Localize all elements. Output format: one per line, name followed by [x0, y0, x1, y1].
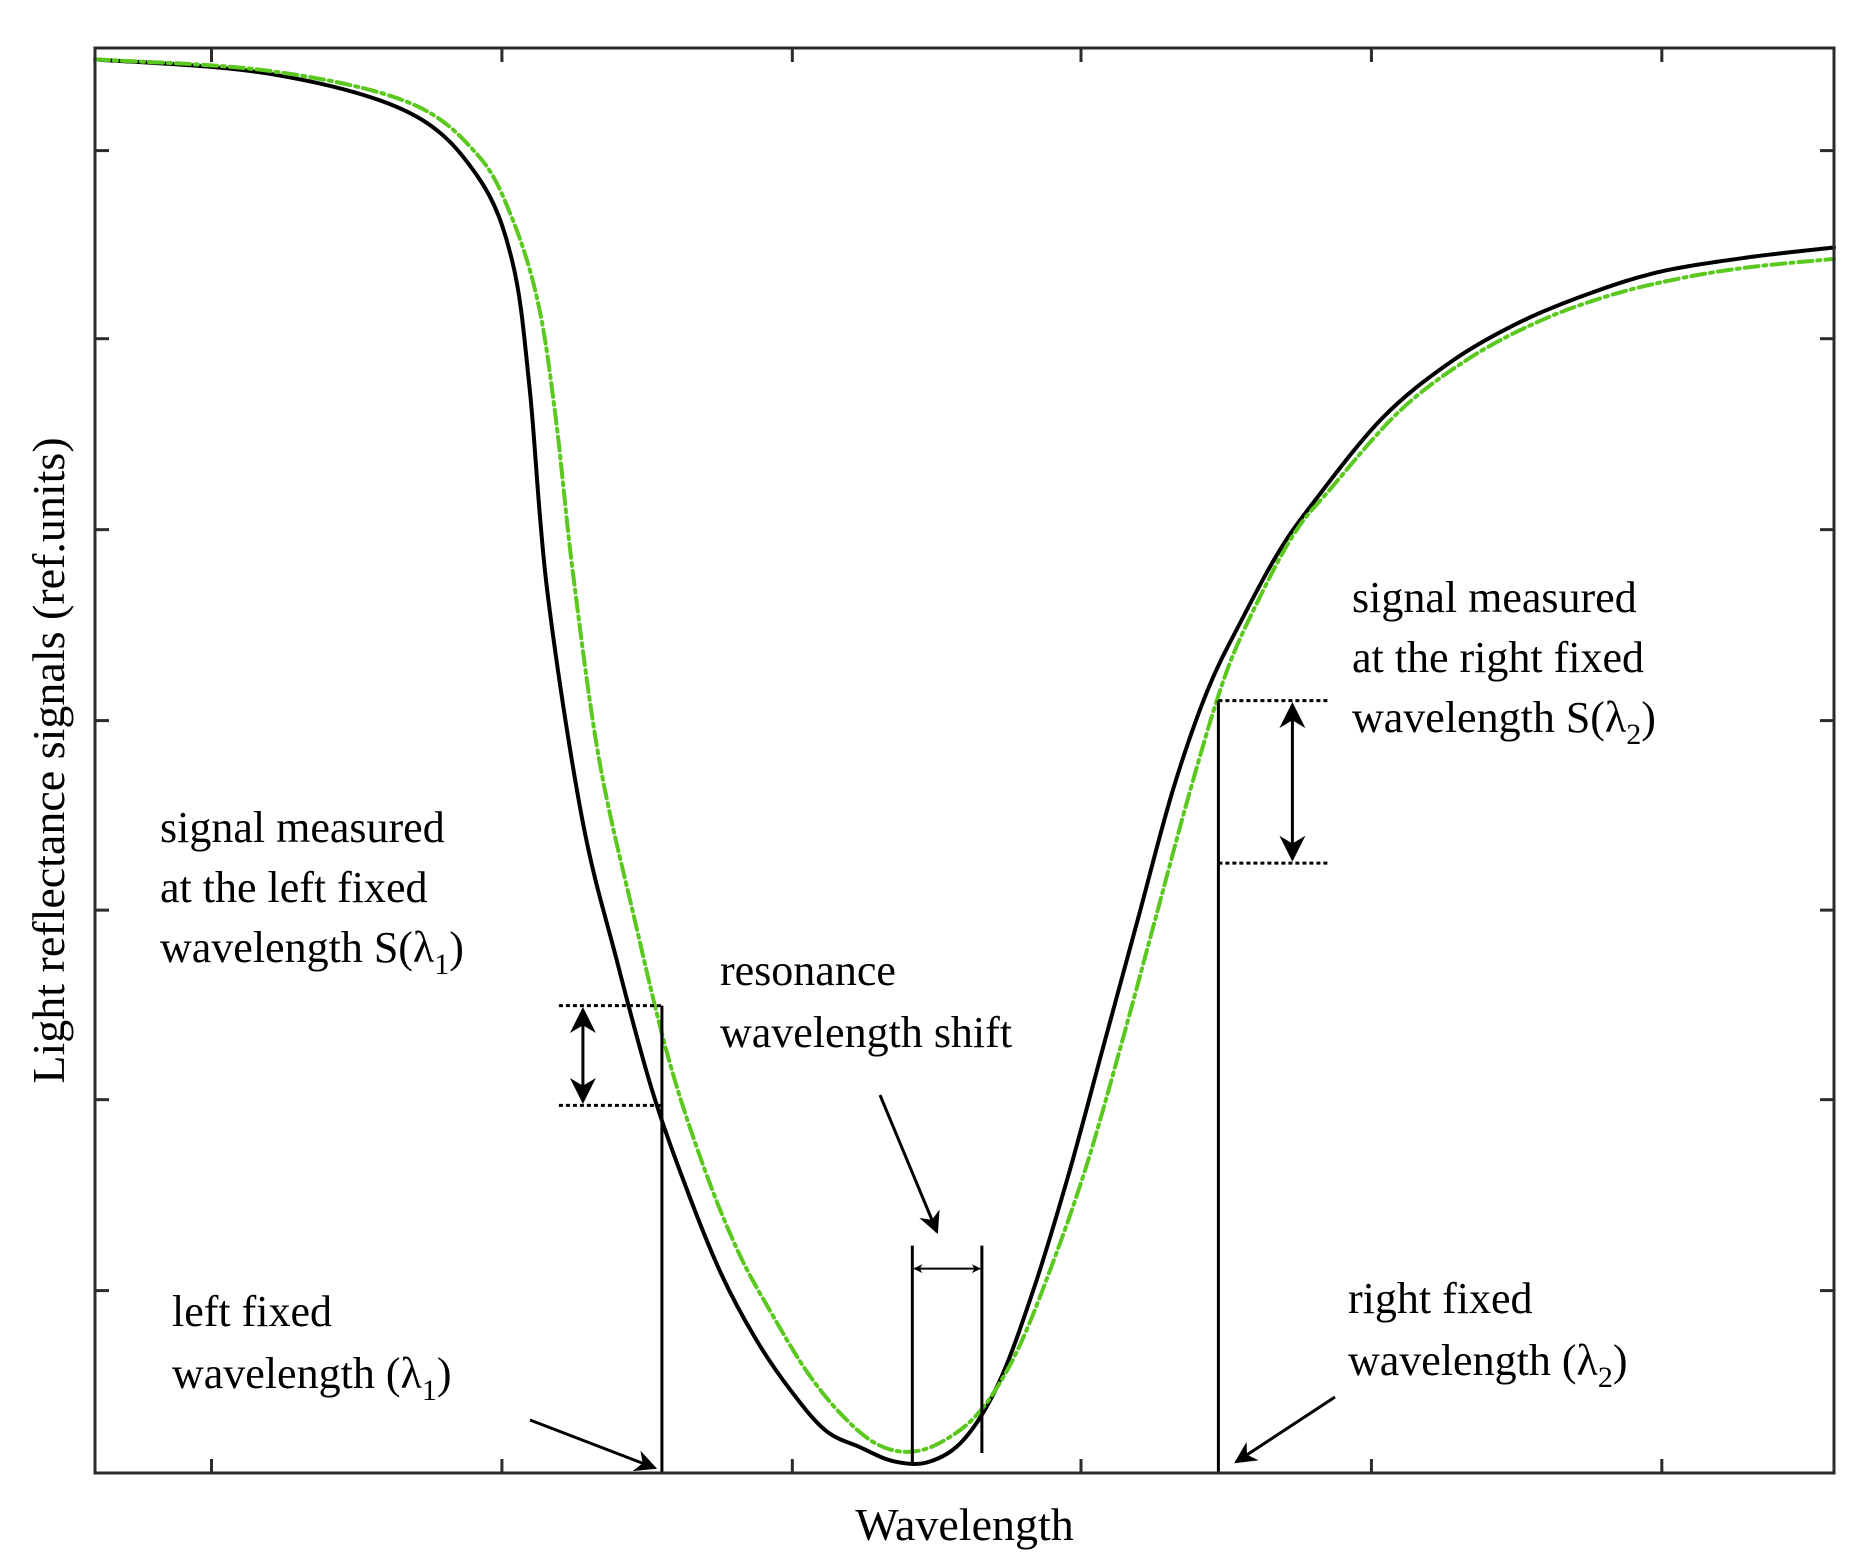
left-fixed-close: ): [437, 1349, 452, 1398]
resonance-annotation: resonance wavelength shift: [720, 946, 1012, 1057]
right-signal-line-1: signal measured: [1352, 573, 1637, 622]
right-signal-subscript: 2: [1626, 718, 1641, 751]
right-fixed-annotation: right fixed wavelength (λ2): [1348, 1274, 1627, 1394]
left-fixed-annotation: left fixed wavelength (λ1): [172, 1287, 451, 1407]
left-fixed-subscript: 1: [422, 1374, 437, 1407]
guide-layer: [558, 699, 1331, 1473]
resonance-line-2: wavelength shift: [720, 1008, 1012, 1057]
left-signal-annotation: signal measured at the left fixed wavele…: [160, 803, 464, 981]
left-signal-line-1: signal measured: [160, 803, 445, 852]
right-signal-line-3: wavelength S(λ2): [1352, 693, 1656, 751]
left-signal-subscript: 1: [434, 948, 449, 981]
left-fixed-line-2: wavelength (λ1): [172, 1349, 451, 1407]
right-fixed-subscript: 2: [1598, 1361, 1613, 1394]
left-signal-line-3: wavelength S(λ1): [160, 923, 464, 981]
right-signal-close: ): [1641, 693, 1656, 742]
y-axis-label: Light reflectance signals (ref.units): [23, 437, 74, 1083]
series-line-0: [93, 57, 1836, 1466]
series-layer: [93, 57, 1836, 1466]
left-fixed-pointer-arrow: [529, 1418, 658, 1472]
plot-frame: [93, 46, 1836, 1475]
left-signal-line-3-text: wavelength S(λ: [160, 923, 435, 972]
axis-ticks: [95, 48, 1834, 1473]
right-signal-line-3-text: wavelength S(λ: [1352, 693, 1627, 742]
right-fixed-pointer-arrow: [1234, 1395, 1336, 1464]
resonance-line-1: resonance: [720, 946, 896, 995]
right-fixed-line-2: wavelength (λ2): [1348, 1336, 1627, 1394]
right-fixed-close: ): [1613, 1336, 1628, 1385]
resonance-pointer-arrow: [878, 1094, 940, 1235]
series-line-1: [93, 57, 1836, 1454]
right-fixed-line-1: right fixed: [1348, 1274, 1533, 1323]
left-signal-close: ): [449, 923, 464, 972]
left-fixed-line-2-text: wavelength (λ: [172, 1349, 422, 1398]
left-fixed-line-1: left fixed: [172, 1287, 332, 1336]
right-fixed-line-2-text: wavelength (λ: [1348, 1336, 1598, 1385]
right-signal-annotation: signal measured at the right fixed wavel…: [1352, 573, 1656, 751]
right-signal-line-2: at the right fixed: [1352, 633, 1644, 682]
left-signal-line-2: at the left fixed: [160, 863, 428, 912]
x-axis-label: Wavelength: [855, 1499, 1074, 1550]
